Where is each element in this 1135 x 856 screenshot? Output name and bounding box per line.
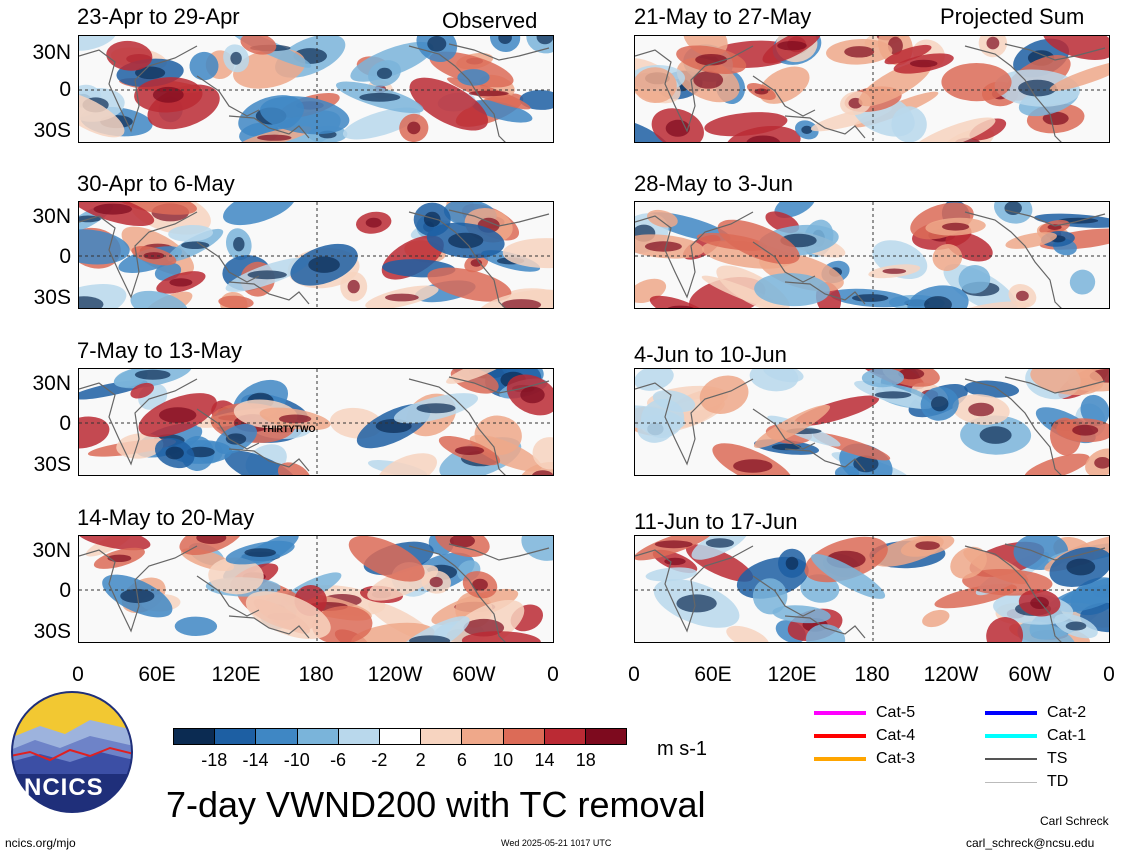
legend-label: Cat-1 [1047,727,1087,744]
tc-annotation: THIRTYTWO [262,424,316,434]
x-tick-0: 0 [72,663,84,686]
anomaly-field [79,202,553,308]
x-tick-120e: 120E [211,663,261,686]
y-tick-30n: 30N [32,539,71,562]
y-tick-0: 0 [59,579,71,602]
colorbar-label: 18 [575,750,596,770]
colorbar-label: -10 [283,750,310,770]
colorbar-label: 14 [534,750,555,770]
anomaly-field [635,369,1109,475]
footer-url: ncics.org/mjo [5,836,76,850]
panel-title-left-3: 7-May to 13-May [77,338,243,363]
logo-text: NCICS [24,774,104,801]
colorbar-swatch [502,729,544,744]
map-panel-right-2 [634,201,1110,309]
x-tick-60w: 60W [452,663,496,686]
colorbar-swatch [337,729,379,744]
colorbar-swatch [420,729,462,744]
x-tick-60e: 60E [138,663,176,686]
anomaly-field [79,36,553,142]
map-panel-right-4 [634,535,1110,643]
colorbar-label: 2 [415,750,426,770]
footer-timestamp: Wed 2025-05-21 1017 UTC [501,838,612,848]
panel-title-right-2: 28-May to 3-Jun [634,171,793,196]
legend-label: Cat-2 [1047,704,1087,721]
y-tick-0: 0 [59,245,71,268]
legend-label: TS [1047,750,1068,767]
colorbar-swatch [584,729,627,744]
colorbar-label: 10 [493,750,514,770]
colorbar-swatch [296,729,338,744]
footer-email: carl_schreck@ncsu.edu [966,836,1095,850]
legend-line [985,734,1037,738]
panel-title-left-4: 14-May to 20-May [77,505,255,530]
map-panel-left-3 [78,368,554,476]
legend-line [985,781,1037,783]
x-tick-120w: 120W [367,663,423,686]
y-tick-30s: 30S [33,286,71,309]
x-tick-180: 180 [298,663,334,686]
y-tick-30s: 30S [33,620,71,643]
x-tick-0-end: 0 [547,663,559,686]
anomaly-field [635,536,1109,642]
ncics-logo: NCICS [10,690,134,814]
colorbar-label: -14 [242,750,269,770]
y-tick-30s: 30S [33,453,71,476]
anomaly-field [79,369,553,475]
map-panel-right-1 [634,35,1110,143]
map-panel-left-2 [78,201,554,309]
colorbar-swatch [378,729,421,744]
panel-title-right-3: 4-Jun to 10-Jun [634,342,787,367]
y-tick-0: 0 [59,78,71,101]
map-panel-left-1 [78,35,554,143]
y-tick-0: 0 [59,412,71,435]
legend-line [814,734,866,738]
panel-title-left-1: 23-Apr to 29-Apr [77,4,240,29]
y-tick-30n: 30N [32,41,71,64]
legend-label: Cat-3 [876,750,916,767]
map-panel-right-3 [634,368,1110,476]
legend-label: TD [1047,773,1069,790]
y-tick-30n: 30N [32,372,71,395]
colorbar-label: -2 [371,750,388,770]
x-tick-0-end: 0 [1103,663,1115,686]
colorbar-swatch [214,729,256,744]
anomaly-field [635,202,1109,308]
panel-tag-projected: Projected Sum [940,4,1085,29]
footer-author: Carl Schreck [1040,814,1109,828]
colorbar-swatch [461,729,503,744]
legend-label: Cat-4 [876,727,916,744]
x-tick-180: 180 [854,663,890,686]
x-tick-60e: 60E [694,663,732,686]
panel-title-left-2: 30-Apr to 6-May [77,171,235,196]
x-tick-120w: 120W [923,663,979,686]
legend-line [814,757,866,761]
panel-tag-observed: Observed [442,8,538,33]
y-tick-30n: 30N [32,205,71,228]
map-panel-left-4 [78,535,554,643]
colorbar-swatch [543,729,585,744]
x-tick-0: 0 [628,663,640,686]
colorbar-label: -18 [201,750,228,770]
legend-line [814,711,866,715]
legend-line [985,758,1037,760]
main-title: 7-day VWND200 with TC removal [166,784,706,825]
colorbar-unit: m s-1 [657,738,707,760]
anomaly-field [635,36,1109,142]
colorbar-swatch [255,729,297,744]
colorbar-label: -6 [330,750,347,770]
colorbar [173,728,627,745]
legend-label: Cat-5 [876,704,916,721]
panel-title-right-4: 11-Jun to 17-Jun [634,509,798,534]
y-tick-30s: 30S [33,119,71,142]
colorbar-label: 6 [456,750,467,770]
x-tick-60w: 60W [1008,663,1052,686]
legend-line [985,711,1037,715]
anomaly-field [79,536,553,642]
colorbar-swatch [174,729,215,744]
panel-title-right-1: 21-May to 27-May [634,4,812,29]
x-tick-120e: 120E [767,663,817,686]
